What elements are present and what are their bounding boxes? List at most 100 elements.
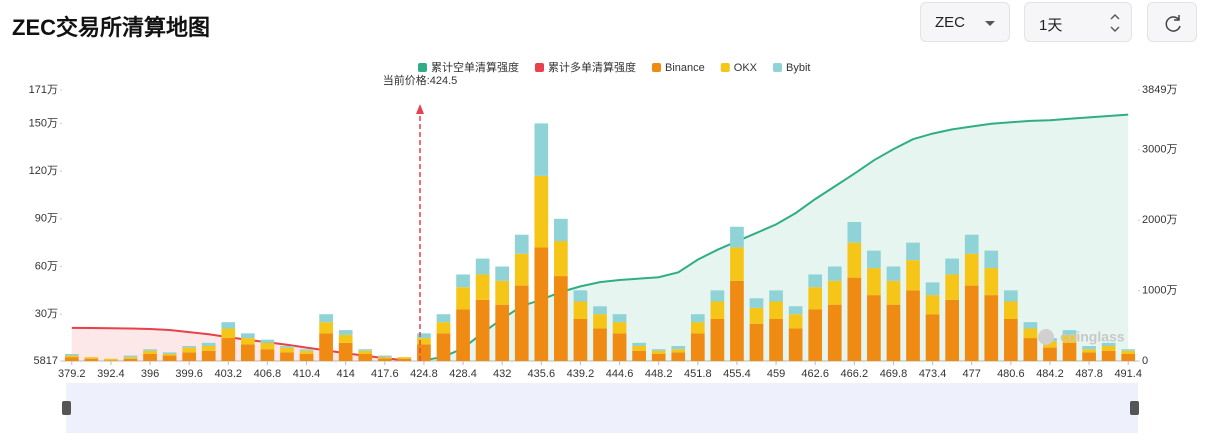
- bar-segment: [690, 333, 705, 361]
- bar-segment: [690, 322, 705, 334]
- bar-segment: [984, 295, 999, 361]
- y2-tick-label: 3849万: [1142, 84, 1177, 96]
- bar-segment: [475, 274, 490, 300]
- bar-segment: [162, 352, 177, 354]
- bar-segment: [319, 322, 333, 334]
- y2-tick-label: 1000万: [1142, 284, 1177, 296]
- legend-marker: [535, 63, 544, 72]
- bar-segment: [788, 306, 803, 315]
- bar-segment: [808, 274, 823, 288]
- legend-label: 累计多单清算强度: [548, 60, 636, 74]
- legend-marker: [720, 63, 730, 72]
- period-select[interactable]: 1天: [1024, 2, 1132, 42]
- bar-segment: [260, 339, 275, 343]
- x-tick-label: 424.8: [410, 368, 438, 380]
- bar-segment: [730, 280, 744, 361]
- line-area: [71, 327, 405, 361]
- bar-segment: [319, 333, 333, 361]
- bar-segment: [64, 353, 79, 356]
- slider-handle[interactable]: [1130, 401, 1139, 415]
- bar-segment: [1082, 349, 1096, 353]
- bar-segment: [730, 247, 744, 281]
- range-slider[interactable]: [66, 383, 1138, 433]
- bar-segment: [534, 175, 549, 248]
- bar-segment: [1062, 330, 1077, 335]
- bar-segment: [417, 338, 431, 345]
- x-tick-label: 439.2: [567, 368, 595, 380]
- bar-segment: [280, 347, 294, 353]
- bar-segment: [612, 322, 627, 334]
- x-tick-label: 480.6: [997, 368, 1025, 380]
- x-tick-label: 459: [767, 368, 785, 380]
- bar-segment: [221, 328, 236, 339]
- bar-segment: [377, 355, 392, 358]
- bar-segment: [514, 234, 529, 254]
- bar-segment: [945, 258, 959, 275]
- bar-segment: [867, 250, 881, 269]
- bar-segment: [338, 334, 353, 343]
- bar-segment: [769, 301, 783, 319]
- refresh-button[interactable]: [1147, 2, 1197, 42]
- bar-segment: [260, 342, 275, 350]
- bar-segment: [182, 352, 197, 361]
- period-value: 1天: [1039, 17, 1063, 34]
- bar-segment: [534, 123, 549, 176]
- x-tick-label: 484.2: [1036, 368, 1064, 380]
- bar-segment: [104, 358, 118, 361]
- bar-segment: [1023, 338, 1038, 361]
- x-tick-label: 469.8: [880, 368, 908, 380]
- bar-segment: [338, 330, 353, 335]
- slider-handle[interactable]: [62, 401, 71, 415]
- y-tick-label: 90万: [35, 213, 58, 225]
- bar-segment: [201, 350, 216, 361]
- x-tick-label: 477: [963, 368, 981, 380]
- bar-segment: [847, 242, 862, 278]
- bar-segment: [436, 322, 451, 334]
- bar-segment: [612, 314, 627, 323]
- x-tick-label: 448.2: [645, 368, 673, 380]
- x-tick-label: 432: [493, 368, 511, 380]
- legend-marker: [652, 63, 661, 72]
- x-tick-label: 406.8: [254, 368, 282, 380]
- bar-segment: [377, 358, 392, 361]
- bar-segment: [201, 346, 216, 351]
- legend-label: 累计空单清算强度: [431, 60, 519, 74]
- y-tick-label: 60万: [35, 260, 58, 272]
- x-tick-label: 379.2: [58, 368, 86, 380]
- bar-segment: [1003, 290, 1018, 302]
- legend-marker: [418, 63, 427, 72]
- bar-segment: [769, 290, 783, 302]
- bar-segment: [906, 290, 920, 361]
- bar-segment: [573, 318, 588, 361]
- bar-segment: [612, 333, 627, 361]
- bar-segment: [338, 342, 353, 361]
- bar-segment: [1121, 349, 1136, 351]
- refresh-icon: [1165, 15, 1181, 32]
- bar-segment: [593, 306, 607, 315]
- bar-segment: [475, 258, 490, 275]
- bar-segment: [906, 260, 920, 291]
- bar-segment: [827, 280, 842, 305]
- bar-segment: [710, 301, 725, 319]
- x-tick-label: 444.6: [606, 368, 634, 380]
- bar-segment: [319, 314, 333, 323]
- x-tick-label: 428.4: [449, 368, 477, 380]
- bar-segment: [397, 357, 412, 359]
- bar-segment: [710, 290, 725, 302]
- x-tick-label: 435.6: [528, 368, 556, 380]
- bar-segment: [417, 344, 431, 361]
- bar-segment: [1043, 341, 1057, 348]
- bar-segment: [123, 355, 138, 358]
- bar-segment: [769, 318, 783, 361]
- x-tick-label: 396: [141, 368, 159, 380]
- page-title: ZEC交易所清算地图: [12, 15, 211, 40]
- bar-segment: [1003, 301, 1018, 319]
- bar-segment: [632, 350, 646, 361]
- bar-segment: [710, 318, 725, 361]
- bar-segment: [280, 346, 294, 348]
- bar-segment: [1121, 350, 1136, 354]
- bar-segment: [847, 221, 862, 243]
- x-tick-label: 410.4: [293, 368, 321, 380]
- symbol-select[interactable]: ZEC: [920, 2, 1010, 42]
- bar-segment: [456, 274, 470, 288]
